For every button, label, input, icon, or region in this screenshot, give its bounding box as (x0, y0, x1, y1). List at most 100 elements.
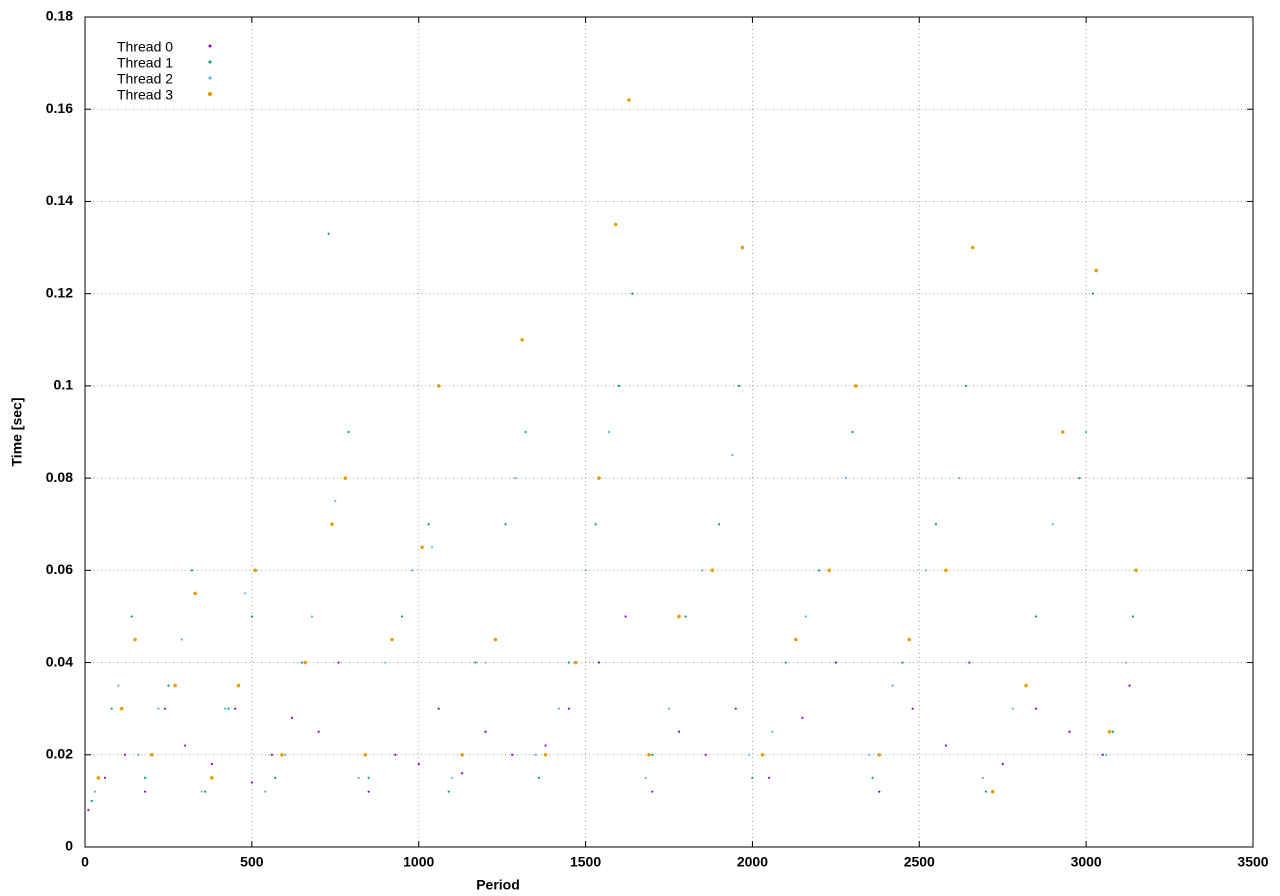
y-tick-label: 0.04 (46, 653, 73, 669)
data-point (1128, 684, 1131, 687)
data-point (244, 592, 247, 595)
data-point (410, 569, 414, 572)
data-point (613, 222, 618, 227)
data-point (224, 707, 227, 710)
data-point (704, 753, 707, 756)
data-point (970, 245, 975, 250)
data-point (363, 752, 368, 757)
y-axis-label: Time [sec] (9, 398, 25, 467)
data-point (394, 753, 397, 756)
data-point (430, 546, 434, 549)
data-point (236, 683, 241, 688)
data-point (684, 615, 687, 618)
data-point (644, 776, 647, 779)
data-point (123, 753, 127, 756)
x-tick-label: 2500 (904, 854, 935, 870)
data-point (911, 707, 914, 710)
data-point (597, 661, 601, 664)
data-point (149, 752, 154, 757)
data-point (871, 776, 874, 779)
data-point (310, 615, 314, 618)
data-point (347, 430, 350, 434)
data-point (768, 776, 771, 779)
data-point (157, 707, 160, 710)
data-point (1105, 753, 1108, 756)
data-point (1111, 730, 1114, 733)
data-point (677, 730, 681, 733)
data-point (520, 337, 524, 342)
data-point (877, 752, 882, 757)
data-point (303, 660, 308, 665)
data-point (337, 661, 340, 664)
data-point (167, 684, 170, 687)
data-point (731, 453, 734, 457)
data-point (964, 384, 968, 387)
data-point (924, 569, 928, 572)
data-point (250, 615, 253, 618)
data-point (343, 476, 348, 480)
data-point (420, 545, 424, 550)
data-point (631, 292, 634, 295)
data-point (984, 790, 988, 793)
x-tick-label: 3000 (1071, 854, 1102, 870)
legend-marker (208, 60, 212, 64)
data-point (834, 661, 837, 664)
data-point (944, 744, 948, 747)
data-point (96, 776, 101, 780)
data-point (200, 790, 203, 793)
data-point (651, 790, 654, 793)
data-point (751, 776, 754, 779)
data-point (524, 430, 527, 434)
data-point (771, 730, 774, 733)
data-point (427, 523, 430, 526)
y-tick-label: 0.02 (46, 745, 73, 761)
data-point (868, 753, 871, 756)
data-point (667, 707, 671, 710)
data-point (290, 716, 294, 719)
data-point (801, 716, 804, 719)
data-point (390, 637, 394, 642)
data-point (384, 661, 387, 664)
y-tick-label: 0.08 (46, 469, 73, 485)
x-tick-label: 0 (81, 854, 89, 870)
data-point (934, 523, 938, 526)
data-point (330, 522, 334, 527)
data-point (317, 730, 320, 733)
data-point (474, 661, 477, 664)
data-point (567, 661, 570, 664)
data-point (734, 707, 737, 710)
data-point (264, 790, 267, 793)
y-tick-label: 0.06 (46, 561, 73, 577)
data-point (1101, 753, 1104, 756)
data-point (851, 430, 854, 434)
data-point (280, 752, 284, 757)
y-tick-label: 0.1 (54, 377, 74, 393)
data-point (90, 799, 93, 802)
data-point (436, 384, 441, 388)
data-point (1051, 523, 1054, 526)
data-point (543, 752, 548, 757)
data-point (958, 477, 961, 480)
data-point (1011, 707, 1014, 710)
data-point (110, 707, 113, 710)
data-point (651, 753, 654, 756)
data-point (274, 776, 277, 779)
data-point (334, 500, 337, 503)
data-point (597, 476, 601, 480)
legend-label: Thread 0 (117, 39, 173, 55)
data-point (627, 98, 631, 102)
data-point (1131, 615, 1134, 618)
data-point (173, 683, 177, 688)
x-tick-label: 3500 (1237, 854, 1268, 870)
data-point (193, 591, 197, 596)
x-tick-label: 2000 (737, 854, 768, 870)
legend-marker (208, 76, 212, 80)
plot-frame (84, 16, 1254, 848)
data-point (1078, 477, 1081, 480)
data-point (327, 232, 330, 235)
data-point (584, 569, 587, 572)
x-tick-label: 1000 (403, 854, 434, 870)
legend-label: Thread 3 (117, 87, 173, 103)
data-point (493, 637, 498, 642)
